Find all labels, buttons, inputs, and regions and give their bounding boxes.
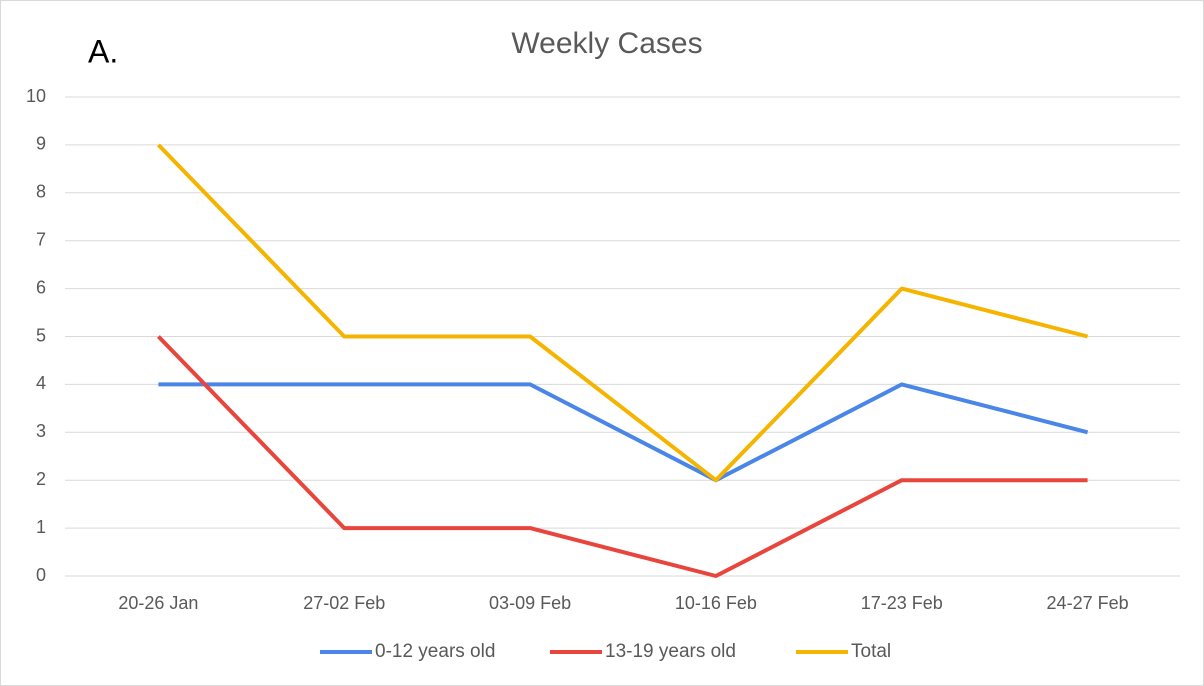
series-line — [158, 382, 1089, 483]
series-line — [156, 143, 1089, 483]
legend-label: 13-19 years old — [605, 641, 736, 662]
x-tick-label: 03-09 Feb — [489, 593, 571, 613]
y-tick-label: 6 — [36, 277, 46, 297]
series-line — [156, 335, 1088, 578]
y-tick-label: 10 — [26, 86, 46, 106]
legend-label: Total — [851, 641, 891, 662]
x-tick-label: 10-16 Feb — [675, 593, 757, 613]
legend-label: 0-12 years old — [375, 641, 495, 662]
y-tick-label: 8 — [36, 182, 46, 202]
x-tick-label: 24-27 Feb — [1047, 593, 1129, 613]
y-tick-label: 7 — [36, 229, 46, 249]
x-tick-label: 27-02 Feb — [303, 593, 385, 613]
y-tick-label: 9 — [36, 134, 46, 154]
chart-title: Weekly Cases — [511, 27, 702, 60]
y-tick-label: 1 — [36, 517, 46, 537]
annotation: A. — [88, 33, 118, 69]
y-tick-label: 2 — [36, 469, 46, 489]
y-tick-label: 3 — [36, 421, 46, 441]
y-tick-label: 0 — [36, 565, 46, 585]
y-tick-label: 5 — [36, 325, 46, 345]
x-tick-label: 17-23 Feb — [861, 593, 943, 613]
y-tick-label: 4 — [36, 373, 46, 393]
x-tick-label: 20-26 Jan — [118, 593, 198, 613]
